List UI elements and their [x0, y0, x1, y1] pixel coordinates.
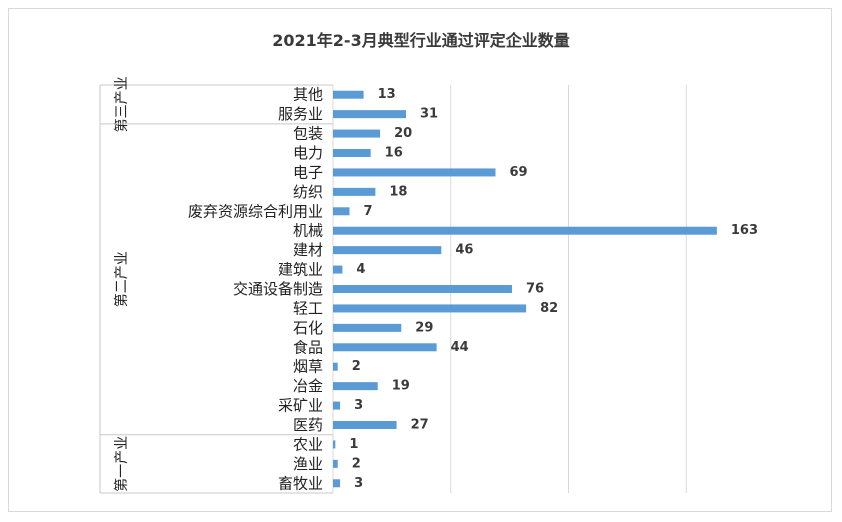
group-label: 第二产业 — [113, 251, 130, 307]
value-label: 69 — [509, 165, 527, 180]
bar — [333, 382, 378, 391]
category-label: 渔业 — [293, 455, 323, 473]
value-label: 1 — [349, 437, 358, 452]
category-label: 服务业 — [278, 105, 323, 123]
category-label: 轻工 — [293, 299, 323, 317]
category-label: 交通设备制造 — [233, 280, 323, 298]
category-label: 医药 — [293, 416, 323, 434]
value-label: 2 — [352, 359, 361, 374]
bar — [333, 207, 350, 216]
bar — [333, 187, 376, 196]
category-label: 纺织 — [293, 183, 323, 201]
value-label: 27 — [411, 418, 429, 433]
category-label: 畜牧业 — [278, 474, 323, 492]
bar — [333, 459, 338, 468]
category-label: 食品 — [293, 338, 323, 356]
bar — [333, 226, 717, 235]
value-label: 163 — [731, 223, 758, 238]
category-label: 建材 — [293, 241, 323, 259]
category-label: 采矿业 — [278, 397, 323, 415]
value-label: 3 — [354, 398, 363, 413]
chart-frame — [8, 8, 832, 512]
value-label: 44 — [451, 340, 469, 355]
value-label: 2 — [352, 456, 361, 471]
category-label: 烟草 — [293, 358, 323, 376]
value-label: 18 — [389, 184, 407, 199]
bar — [333, 168, 496, 177]
value-label: 31 — [420, 107, 438, 122]
value-label: 20 — [394, 126, 412, 141]
category-label: 废弃资源综合利用业 — [188, 202, 323, 220]
value-label: 76 — [526, 282, 544, 297]
bar — [333, 110, 407, 119]
bar — [333, 343, 437, 352]
value-label: 13 — [378, 87, 396, 102]
bar — [333, 149, 371, 157]
value-label: 46 — [455, 243, 473, 258]
category-label: 机械 — [293, 222, 323, 240]
bar — [333, 479, 341, 488]
category-label: 冶金 — [293, 377, 323, 395]
category-label: 建筑业 — [278, 261, 323, 279]
bar — [333, 246, 442, 255]
group-label: 第一产业 — [113, 436, 130, 492]
group-label: 第三产业 — [113, 76, 130, 132]
bar — [333, 362, 338, 371]
category-label: 电子 — [293, 163, 323, 181]
value-label: 3 — [354, 476, 363, 491]
category-label: 电力 — [293, 144, 323, 162]
value-label: 7 — [363, 204, 372, 219]
value-label: 4 — [356, 262, 365, 277]
bar — [333, 265, 343, 274]
value-label: 16 — [385, 146, 403, 161]
value-label: 29 — [415, 320, 433, 335]
chart-title: 2021年2-3月典型行业通过评定企业数量 — [272, 31, 570, 50]
category-label: 农业 — [293, 435, 323, 453]
value-label: 82 — [540, 301, 558, 316]
bar — [333, 304, 527, 313]
value-label: 19 — [392, 379, 410, 394]
bar — [333, 421, 397, 429]
category-label: 石化 — [293, 319, 323, 337]
bar — [333, 285, 512, 293]
bar — [333, 401, 341, 410]
category-label: 包装 — [293, 125, 323, 143]
bar — [333, 440, 336, 449]
bar — [333, 90, 364, 99]
category-label: 其他 — [293, 86, 323, 104]
bar — [333, 323, 402, 332]
bar — [333, 129, 381, 138]
